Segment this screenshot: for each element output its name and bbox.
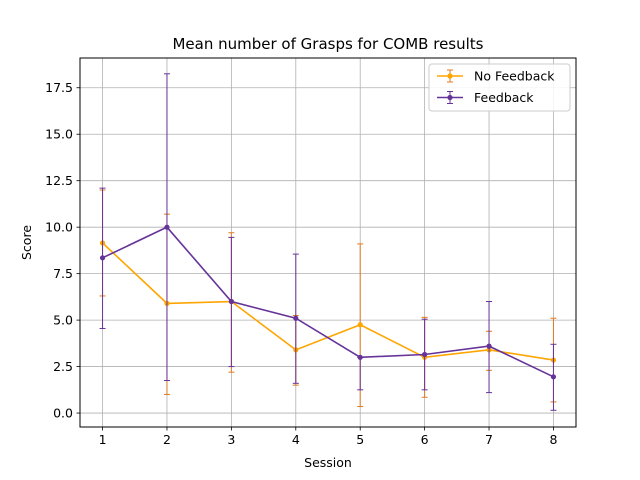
series-layer [99, 73, 557, 411]
x-tick-label: 8 [549, 432, 557, 447]
data-point [293, 315, 299, 321]
y-tick-label: 17.5 [45, 80, 73, 95]
data-point [550, 374, 557, 380]
data-point [164, 224, 170, 230]
ticks: 1 2 3 4 5 6 7 8 0.0 2.5 5.0 7.5 10.0 12.5 15.0 17.5 [45, 80, 557, 447]
y-tick-label: 2.5 [53, 359, 73, 374]
legend: No Feedback Feedback [428, 63, 571, 112]
x-tick-label: 7 [485, 432, 493, 447]
chart-title: Mean number of Grasps for COMB results [172, 35, 483, 53]
legend-marker [447, 73, 453, 79]
legend-box [428, 63, 571, 112]
series-line [102, 226, 554, 378]
x-tick-label: 4 [292, 432, 300, 447]
y-axis-label: Score [19, 225, 34, 260]
y-tick-label: 7.5 [53, 266, 73, 281]
x-tick-label: 3 [227, 432, 235, 447]
legend-marker [447, 94, 453, 101]
x-tick-label: 5 [356, 432, 364, 447]
data-point [422, 351, 428, 358]
x-axis-label: Session [304, 455, 352, 470]
legend-label: No Feedback [474, 69, 555, 84]
plot-frame [79, 57, 577, 428]
y-tick-label: 10.0 [45, 220, 73, 235]
legend-label: Feedback [474, 90, 534, 105]
data-point [357, 322, 363, 328]
data-point [357, 354, 363, 360]
legend-item: No Feedback [437, 69, 555, 84]
data-point [486, 343, 492, 349]
y-tick-label: 12.5 [45, 173, 73, 188]
series-feedback [99, 73, 557, 411]
x-tick-label: 2 [163, 432, 171, 447]
grid [80, 58, 576, 427]
x-tick-label: 6 [421, 432, 429, 447]
legend-item: Feedback [437, 90, 534, 105]
y-tick-label: 0.0 [53, 406, 73, 421]
data-point [228, 298, 234, 305]
y-tick-label: 15.0 [45, 127, 73, 142]
y-tick-label: 5.0 [53, 313, 73, 328]
x-tick-label: 1 [99, 432, 107, 447]
data-point [99, 255, 106, 261]
